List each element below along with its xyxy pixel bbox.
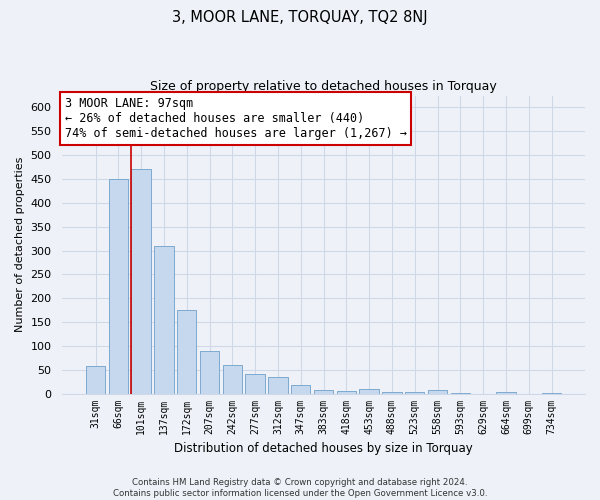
Title: Size of property relative to detached houses in Torquay: Size of property relative to detached ho… <box>150 80 497 93</box>
Bar <box>405 392 424 394</box>
Y-axis label: Number of detached properties: Number of detached properties <box>15 157 25 332</box>
Bar <box>177 310 196 394</box>
Bar <box>223 365 242 394</box>
Bar <box>86 366 105 394</box>
Text: 3, MOOR LANE, TORQUAY, TQ2 8NJ: 3, MOOR LANE, TORQUAY, TQ2 8NJ <box>172 10 428 25</box>
Bar <box>314 390 333 394</box>
Bar <box>428 390 447 394</box>
Bar <box>291 385 310 394</box>
X-axis label: Distribution of detached houses by size in Torquay: Distribution of detached houses by size … <box>174 442 473 455</box>
Bar <box>245 374 265 394</box>
Bar <box>268 377 287 394</box>
Bar <box>496 392 515 394</box>
Bar <box>382 392 401 394</box>
Bar <box>109 179 128 394</box>
Bar <box>542 392 561 394</box>
Bar <box>131 170 151 394</box>
Bar <box>200 350 219 394</box>
Bar <box>154 246 173 394</box>
Bar <box>359 389 379 394</box>
Bar <box>337 391 356 394</box>
Text: 3 MOOR LANE: 97sqm
← 26% of detached houses are smaller (440)
74% of semi-detach: 3 MOOR LANE: 97sqm ← 26% of detached hou… <box>65 97 407 140</box>
Text: Contains HM Land Registry data © Crown copyright and database right 2024.
Contai: Contains HM Land Registry data © Crown c… <box>113 478 487 498</box>
